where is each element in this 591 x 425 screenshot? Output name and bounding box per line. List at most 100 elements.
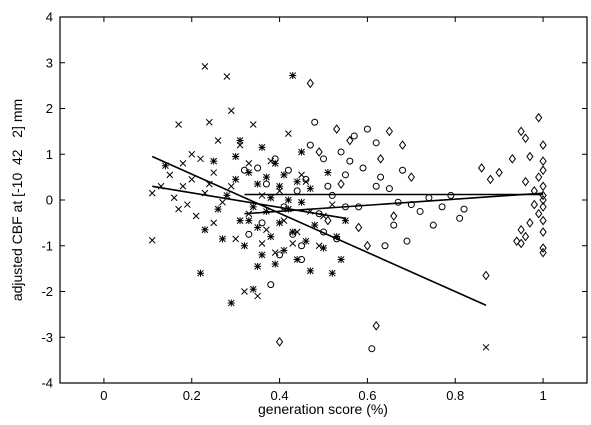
diamond-marker bbox=[539, 247, 547, 258]
circle-marker bbox=[293, 187, 301, 195]
circle-marker bbox=[324, 182, 332, 190]
x-marker bbox=[175, 121, 182, 128]
star-marker bbox=[284, 205, 292, 213]
diamond-marker bbox=[526, 218, 534, 228]
star-marker bbox=[236, 217, 244, 225]
diamond-marker bbox=[355, 222, 363, 233]
circle-marker bbox=[416, 207, 424, 215]
diamond-marker bbox=[486, 174, 495, 185]
x-marker bbox=[245, 160, 253, 167]
x-marker bbox=[232, 235, 240, 243]
x-marker bbox=[210, 169, 218, 176]
star-marker bbox=[258, 251, 266, 259]
circle-marker bbox=[298, 242, 306, 250]
diamond-marker bbox=[407, 172, 415, 182]
x-marker bbox=[157, 182, 165, 190]
diamond-marker bbox=[535, 112, 543, 123]
circle-marker bbox=[315, 210, 323, 218]
star-marker bbox=[289, 72, 297, 80]
x-marker bbox=[302, 178, 310, 186]
circle-marker bbox=[385, 185, 393, 193]
circle-marker bbox=[276, 251, 284, 259]
circle-marker bbox=[280, 203, 288, 211]
diamond-marker bbox=[539, 156, 547, 166]
star-marker bbox=[161, 162, 169, 170]
diamond-marker bbox=[275, 336, 284, 347]
circle-marker bbox=[306, 141, 314, 149]
tick-group: 0 0.2 0.4 0.6 0.8 1 -4 -3 -2 -1 0 1 2 3 4 bbox=[41, 10, 587, 403]
circle-marker bbox=[341, 203, 349, 211]
circle-marker bbox=[350, 132, 358, 140]
star-marker bbox=[267, 194, 275, 202]
star-marker bbox=[214, 205, 222, 213]
star-marker bbox=[337, 255, 345, 263]
x-tick-label: 0.8 bbox=[446, 388, 464, 403]
diamond-marker bbox=[539, 195, 547, 205]
diamond-marker bbox=[346, 135, 354, 146]
diamond-marker bbox=[530, 186, 538, 196]
star-marker bbox=[236, 137, 244, 145]
diamond-marker bbox=[324, 215, 332, 226]
diamond-marker bbox=[539, 243, 547, 253]
diamond-marker bbox=[482, 270, 490, 281]
x-marker bbox=[205, 118, 213, 126]
circle-marker bbox=[355, 203, 363, 211]
x-tick-label: 0 bbox=[100, 388, 107, 403]
diamond-marker bbox=[517, 126, 525, 137]
diamond-marker bbox=[517, 238, 525, 249]
plot-area bbox=[59, 16, 588, 384]
x-marker bbox=[306, 208, 314, 215]
star-marker bbox=[254, 223, 262, 231]
diamond-marker bbox=[385, 126, 393, 137]
diamond-marker bbox=[521, 231, 530, 242]
circle-marker bbox=[359, 164, 367, 172]
star-marker bbox=[306, 185, 314, 193]
star-marker bbox=[240, 242, 248, 250]
x-tick-label: 1 bbox=[539, 388, 546, 403]
y-axis-label: adjusted CBF at [-10 42 2] mm bbox=[9, 99, 25, 301]
x-axis-label: generation score (%) bbox=[258, 401, 388, 417]
x-tick-label: 0.2 bbox=[183, 388, 201, 403]
circle-marker bbox=[460, 205, 468, 213]
y-tick-label: -4 bbox=[41, 376, 53, 391]
circle-marker bbox=[258, 219, 266, 227]
circle-marker bbox=[399, 166, 407, 174]
x-marker bbox=[482, 343, 490, 351]
star-marker bbox=[328, 269, 336, 277]
circle-marker bbox=[425, 194, 433, 202]
circle-marker bbox=[381, 242, 389, 250]
circle-marker bbox=[328, 191, 336, 199]
diamond-marker bbox=[530, 199, 538, 210]
diamond-marker bbox=[539, 190, 547, 201]
circle-marker bbox=[363, 125, 371, 133]
x-marker bbox=[188, 176, 196, 183]
diamond-marker bbox=[521, 176, 530, 187]
marker-group bbox=[148, 63, 547, 353]
y-tick-label: -1 bbox=[41, 238, 53, 253]
diamond-marker bbox=[539, 227, 547, 237]
x-marker bbox=[197, 155, 204, 163]
star-marker bbox=[324, 169, 332, 177]
y-tick-label: -3 bbox=[41, 330, 53, 345]
star-marker bbox=[223, 191, 231, 199]
x-marker bbox=[179, 160, 187, 167]
star-marker bbox=[271, 159, 279, 167]
circle-marker bbox=[403, 237, 411, 245]
star-marker bbox=[298, 148, 306, 156]
circle-marker bbox=[284, 166, 292, 174]
diamond-marker bbox=[363, 240, 372, 251]
star-marker bbox=[311, 221, 319, 229]
diamond-marker bbox=[526, 151, 534, 162]
circle-marker bbox=[456, 214, 464, 222]
x-marker bbox=[192, 212, 200, 220]
circle-marker bbox=[372, 182, 380, 190]
regression-line bbox=[151, 155, 487, 306]
circle-marker bbox=[333, 235, 341, 243]
circle-marker bbox=[302, 175, 310, 183]
regression-line bbox=[152, 185, 346, 220]
y-tick-label: 1 bbox=[46, 147, 53, 162]
star-marker bbox=[280, 246, 288, 254]
star-marker bbox=[271, 260, 279, 268]
diamond-marker bbox=[495, 167, 503, 178]
diamond-marker bbox=[477, 163, 486, 173]
